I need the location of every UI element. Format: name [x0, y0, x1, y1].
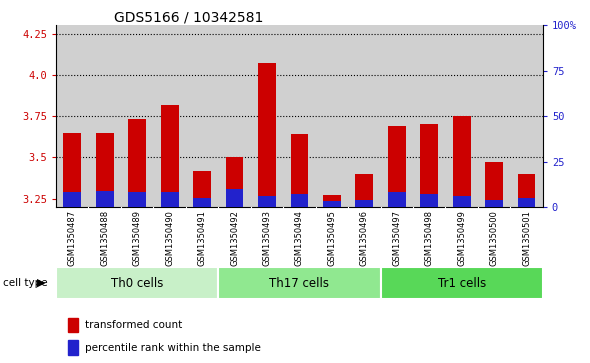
Text: GSM1350497: GSM1350497	[392, 210, 401, 266]
Bar	[128, 192, 146, 207]
Bar	[453, 196, 471, 207]
Bar	[218, 25, 251, 207]
Bar	[323, 201, 341, 207]
Text: GSM1350496: GSM1350496	[360, 210, 369, 266]
Bar	[323, 195, 341, 207]
Bar	[290, 194, 309, 207]
Bar	[517, 198, 536, 207]
Bar	[355, 174, 373, 207]
Bar	[160, 192, 179, 207]
Text: GSM1350488: GSM1350488	[100, 210, 109, 266]
Bar	[290, 134, 309, 207]
Bar	[445, 25, 478, 207]
Text: percentile rank within the sample: percentile rank within the sample	[84, 343, 260, 352]
Text: GSM1350500: GSM1350500	[490, 210, 499, 266]
Text: GSM1350498: GSM1350498	[425, 210, 434, 266]
Bar	[388, 192, 406, 207]
Bar	[218, 267, 381, 299]
Bar	[153, 25, 186, 207]
Text: cell type: cell type	[3, 278, 48, 288]
Text: GSM1350487: GSM1350487	[68, 210, 77, 266]
Text: GSM1350495: GSM1350495	[327, 210, 336, 266]
Bar	[63, 132, 81, 207]
Text: GDS5166 / 10342581: GDS5166 / 10342581	[114, 10, 264, 24]
Text: GSM1350489: GSM1350489	[133, 210, 142, 266]
Text: GSM1350493: GSM1350493	[263, 210, 271, 266]
Bar	[225, 158, 244, 207]
Bar	[68, 340, 78, 355]
Text: GSM1350490: GSM1350490	[165, 210, 174, 266]
Bar	[56, 267, 218, 299]
Text: Th17 cells: Th17 cells	[270, 277, 329, 290]
Bar	[68, 318, 78, 332]
Bar	[348, 25, 381, 207]
Text: GSM1350494: GSM1350494	[295, 210, 304, 266]
Bar	[485, 200, 503, 207]
Bar	[510, 25, 543, 207]
Text: ▶: ▶	[37, 278, 45, 288]
Bar	[258, 64, 276, 207]
Bar	[128, 119, 146, 207]
Bar	[453, 116, 471, 207]
Bar	[88, 25, 121, 207]
Bar	[316, 25, 348, 207]
Bar	[63, 192, 81, 207]
Bar	[96, 191, 114, 207]
Bar	[251, 25, 283, 207]
Bar	[258, 196, 276, 207]
Bar	[283, 25, 316, 207]
Bar	[413, 25, 445, 207]
Bar	[355, 200, 373, 207]
Text: GSM1350501: GSM1350501	[522, 210, 531, 266]
Bar	[388, 126, 406, 207]
Bar	[420, 194, 438, 207]
Text: GSM1350491: GSM1350491	[198, 210, 206, 266]
Text: Th0 cells: Th0 cells	[111, 277, 163, 290]
Bar	[160, 105, 179, 207]
Bar	[381, 25, 413, 207]
Bar	[56, 25, 88, 207]
Text: GSM1350492: GSM1350492	[230, 210, 239, 266]
Bar	[381, 267, 543, 299]
Text: Tr1 cells: Tr1 cells	[438, 277, 486, 290]
Bar	[186, 25, 218, 207]
Bar	[420, 125, 438, 207]
Bar	[121, 25, 153, 207]
Bar	[225, 189, 244, 207]
Bar	[517, 174, 536, 207]
Bar	[96, 132, 114, 207]
Text: GSM1350499: GSM1350499	[457, 210, 466, 266]
Bar	[485, 162, 503, 207]
Text: transformed count: transformed count	[84, 320, 182, 330]
Bar	[193, 171, 211, 207]
Bar	[193, 198, 211, 207]
Bar	[478, 25, 510, 207]
